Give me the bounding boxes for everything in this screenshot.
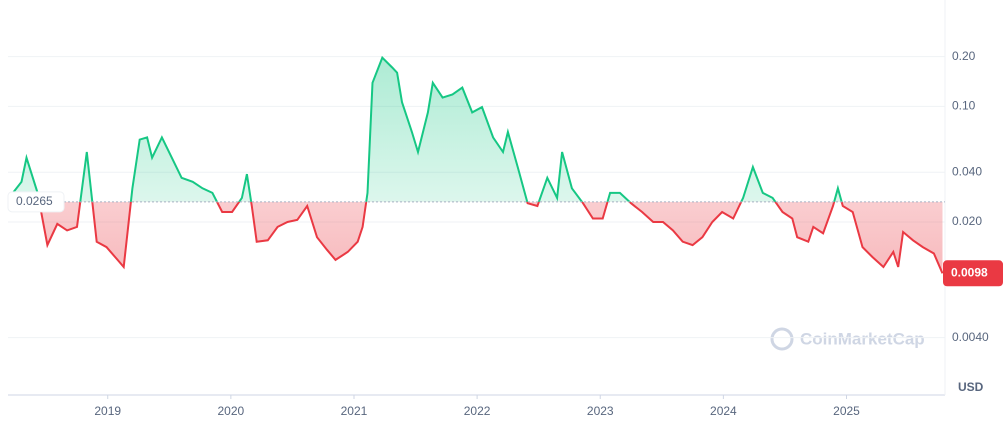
x-tick-label: 2024 <box>710 404 737 418</box>
y-tick-label: 0.10 <box>952 99 976 113</box>
last-price-box <box>943 260 1003 287</box>
x-tick-label: 2021 <box>341 404 368 418</box>
x-tick-label: 2023 <box>587 404 614 418</box>
last-price-label: 0.0098 <box>951 265 988 279</box>
y-tick-label: 0.040 <box>952 164 982 178</box>
watermark-text: CoinMarketCap <box>800 329 925 348</box>
y-tick-label: 0.020 <box>952 214 982 228</box>
area-up <box>12 57 842 202</box>
baseline-label-box <box>7 191 65 213</box>
watermark-logo <box>770 327 794 351</box>
currency-label: USD <box>958 380 984 394</box>
x-tick-label: 2019 <box>94 404 121 418</box>
x-tick-label: 2020 <box>218 404 245 418</box>
x-tick-label: 2025 <box>833 404 860 418</box>
price-line-down <box>38 201 944 274</box>
baseline-label: 0.0265 <box>16 194 53 208</box>
y-tick-label: 0.20 <box>952 49 976 63</box>
y-tick-label: 0.0040 <box>952 330 989 344</box>
area-down <box>12 201 943 274</box>
watermark: CoinMarketCap <box>770 327 925 351</box>
price-line-up <box>12 55 843 202</box>
x-tick-label: 2022 <box>464 404 491 418</box>
